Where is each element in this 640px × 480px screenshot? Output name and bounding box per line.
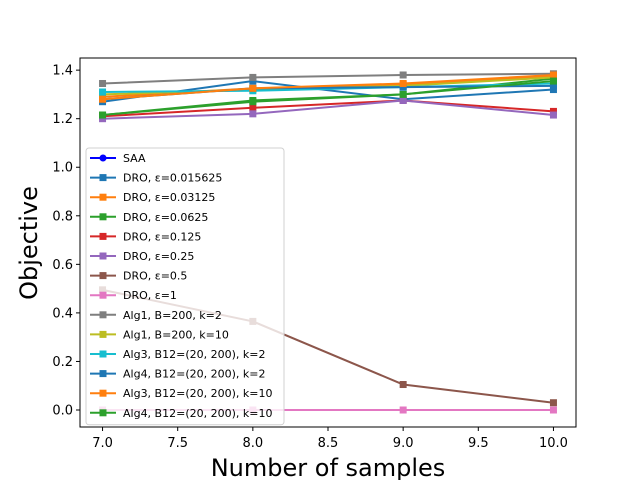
- legend-item: Alg1, B=200, k=10: [90, 328, 229, 341]
- data-point: [249, 104, 257, 112]
- data-point: [549, 77, 557, 85]
- legend-marker: [99, 252, 107, 260]
- legend-marker: [99, 311, 107, 319]
- data-point: [399, 83, 407, 91]
- y-tick-label: 1.4: [52, 64, 73, 79]
- y-axis: 0.0 0.2 0.4 0.6 0.8 1.0 1.2 1.4: [52, 64, 80, 419]
- data-point: [549, 111, 557, 119]
- legend-label: DRO, ε=0.5: [123, 270, 187, 283]
- y-axis-title: Objective: [15, 186, 43, 300]
- legend-item: Alg4, B12=(20, 200), k=2: [90, 368, 265, 381]
- legend-label: DRO, ε=0.0625: [123, 211, 208, 224]
- legend-marker: [99, 272, 107, 280]
- data-point: [99, 111, 107, 119]
- y-tick-label: 0.4: [52, 306, 73, 321]
- y-tick-label: 0.0: [52, 404, 73, 419]
- series-line: [102, 73, 554, 101]
- data-point: [249, 77, 257, 85]
- legend-label: Alg1, B=200, k=2: [123, 309, 222, 322]
- legend-marker: [99, 370, 107, 378]
- x-tick-label: 8.0: [243, 436, 264, 451]
- data-point: [399, 79, 407, 87]
- legend-marker: [99, 350, 107, 358]
- legend-label: Alg1, B=200, k=10: [123, 328, 229, 341]
- data-point: [549, 71, 557, 79]
- legend-item: SAA: [90, 152, 146, 165]
- y-tick-label: 0.8: [52, 209, 73, 224]
- data-point: [549, 86, 557, 94]
- legend-label: Alg3, B12=(20, 200), k=2: [123, 348, 265, 361]
- legend-item: Alg3, B12=(20, 200), k=2: [90, 348, 265, 361]
- data-point: [249, 110, 257, 118]
- data-point: [399, 90, 407, 98]
- data-point: [399, 406, 407, 414]
- legend-item: Alg3, B12=(20, 200), k=10: [90, 387, 272, 400]
- y-tick-label: 1.2: [52, 112, 73, 127]
- legend-item: DRO, ε=0.5: [90, 270, 187, 283]
- legend-marker: [99, 174, 107, 182]
- legend-label: Alg3, B12=(20, 200), k=10: [123, 387, 272, 400]
- x-tick-label: 7.0: [92, 436, 113, 451]
- legend-label: DRO, ε=0.03125: [123, 191, 215, 204]
- series-line: [102, 80, 554, 117]
- legend-marker: [99, 330, 107, 338]
- series-12: [99, 71, 557, 103]
- legend-marker: [99, 213, 107, 221]
- legend-marker: [99, 389, 107, 397]
- legend-item: DRO, ε=0.015625: [90, 172, 222, 185]
- legend-marker: [99, 232, 107, 240]
- legend-label: Alg4, B12=(20, 200), k=2: [123, 368, 265, 381]
- y-tick-label: 0.2: [52, 355, 73, 370]
- legend-marker: [99, 154, 107, 162]
- legend-marker: [99, 291, 107, 299]
- legend-item: Alg1, B=200, k=2: [90, 309, 222, 322]
- y-tick-label: 1.0: [52, 161, 73, 176]
- legend: SAA DRO, ε=0.015625 DRO, ε=0.03125 DRO, ε=0…: [85, 147, 285, 426]
- series-line: [102, 99, 554, 120]
- legend-label: DRO, ε=0.015625: [123, 172, 222, 185]
- data-point: [99, 88, 107, 96]
- x-tick-label: 9.0: [393, 436, 414, 451]
- x-tick-label: 8.5: [318, 436, 339, 451]
- data-point: [399, 96, 407, 104]
- series-13: [99, 77, 557, 119]
- legend-label: DRO, ε=1: [123, 289, 177, 302]
- legend-item: DRO, ε=0.0625: [90, 211, 208, 224]
- legend-item: Alg4, B12=(20, 200), k=10: [90, 407, 272, 420]
- x-axis-title: Number of samples: [211, 454, 446, 480]
- data-point: [549, 399, 557, 407]
- legend-label: Alg4, B12=(20, 200), k=10: [123, 407, 272, 420]
- x-tick-label: 7.5: [167, 436, 188, 451]
- data-point: [99, 115, 107, 123]
- data-point: [99, 79, 107, 87]
- data-point: [549, 406, 557, 414]
- legend-item: DRO, ε=1: [90, 289, 177, 302]
- x-tick-label: 10.0: [539, 436, 568, 451]
- x-axis: 7.0 7.5 8.0 8.5 9.0 9.5 10.0: [92, 427, 568, 451]
- data-point: [99, 95, 107, 103]
- legend-item: DRO, ε=0.125: [90, 230, 201, 243]
- legend-item: DRO, ε=0.03125: [90, 191, 215, 204]
- data-point: [399, 381, 407, 389]
- series-5: [99, 96, 557, 123]
- legend-label: SAA: [123, 152, 146, 165]
- legend-label: DRO, ε=0.25: [123, 250, 194, 263]
- data-point: [549, 107, 557, 115]
- data-point: [399, 71, 407, 79]
- legend-marker: [99, 193, 107, 201]
- legend-box: [85, 147, 285, 426]
- data-point: [249, 84, 257, 92]
- legend-label: DRO, ε=0.125: [123, 230, 201, 243]
- series-line: [102, 82, 554, 93]
- series-line: [102, 99, 554, 118]
- legend-item: DRO, ε=0.25: [90, 250, 194, 263]
- series-line: [102, 72, 554, 85]
- data-point: [549, 82, 557, 90]
- data-point: [249, 98, 257, 106]
- data-point: [249, 73, 257, 81]
- y-tick-label: 0.6: [52, 258, 73, 273]
- legend-marker: [99, 409, 107, 417]
- x-tick-label: 9.5: [468, 436, 489, 451]
